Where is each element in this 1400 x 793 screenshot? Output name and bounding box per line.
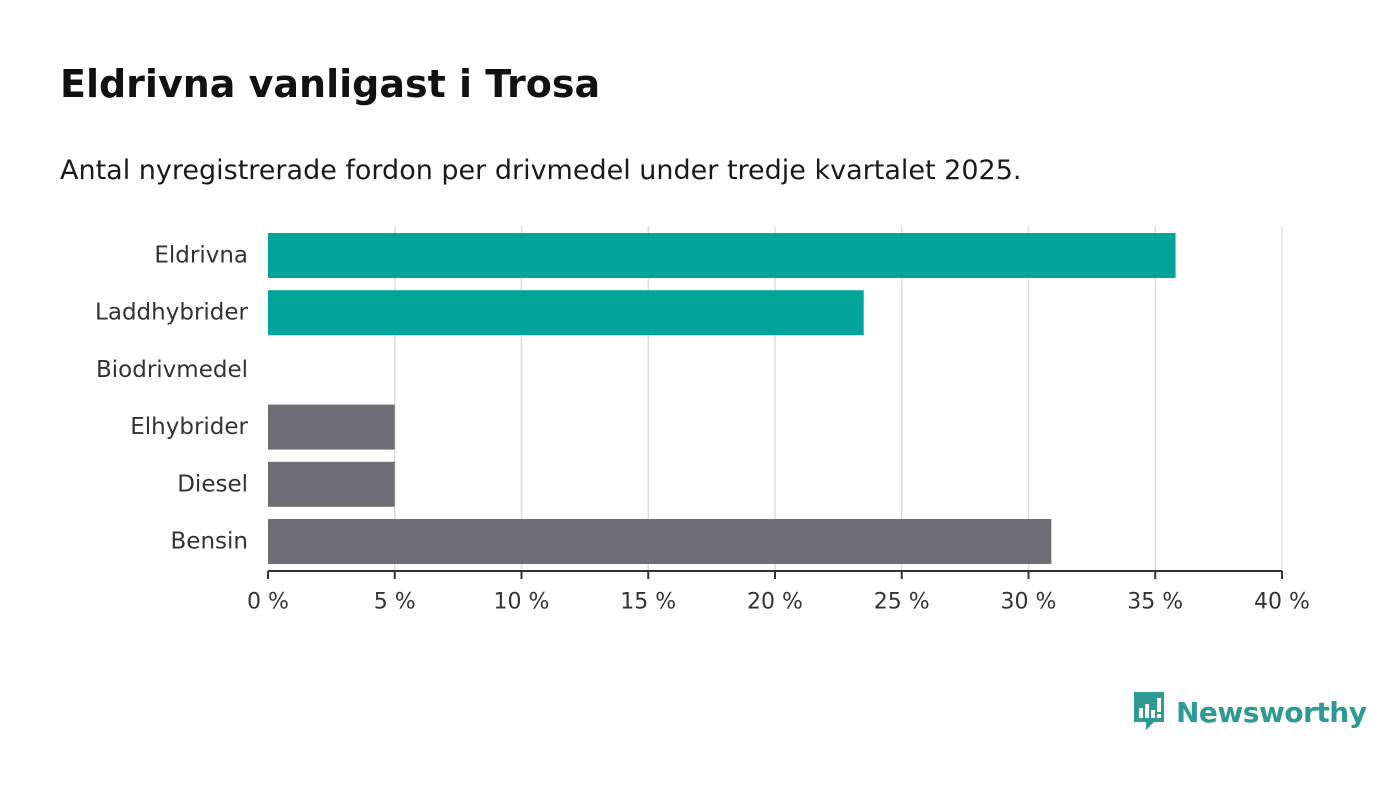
bar-elhybrider: [268, 404, 395, 450]
x-tick-label: 20 %: [747, 590, 803, 615]
category-label: Eldrivna: [154, 243, 248, 269]
x-tick-label: 15 %: [620, 590, 676, 615]
x-axis: 0 % 5 % 10 % 15 % 20 % 25 % 30 % 35 % 40 %: [247, 570, 1310, 615]
x-tick-label: 10 %: [494, 590, 550, 615]
category-label: Bensin: [171, 529, 248, 555]
x-tick-label: 5 %: [374, 590, 416, 615]
newsworthy-logo-icon: [1134, 692, 1164, 730]
category-label: Laddhybrider: [95, 300, 248, 326]
category-label: Biodrivmedel: [96, 357, 248, 383]
chart-title: Eldrivna vanligast i Trosa: [60, 62, 601, 106]
brand-name: Newsworthy: [1176, 695, 1367, 729]
x-tick-label: 0 %: [247, 590, 289, 615]
gridlines: [394, 226, 1283, 571]
x-tick-label: 25 %: [874, 590, 930, 615]
category-label: Diesel: [177, 471, 248, 497]
x-tick-label: 40 %: [1254, 590, 1310, 615]
x-tick-label: 30 %: [1001, 590, 1057, 615]
category-labels: Eldrivna Laddhybrider Biodrivmedel Elhybrid…: [95, 243, 248, 555]
brand-logo: Newsworthy: [1132, 690, 1367, 734]
bar-eldrivna: [268, 233, 1176, 278]
x-tick-label: 35 %: [1127, 590, 1183, 615]
bar-bensin: [268, 519, 1052, 564]
category-label: Elhybrider: [130, 414, 248, 440]
bars: [268, 233, 1176, 564]
chart-subtitle: Antal nyregistrerade fordon per drivmede…: [60, 155, 1022, 186]
bar-laddhybrider: [268, 290, 864, 336]
bar-diesel: [268, 461, 395, 507]
